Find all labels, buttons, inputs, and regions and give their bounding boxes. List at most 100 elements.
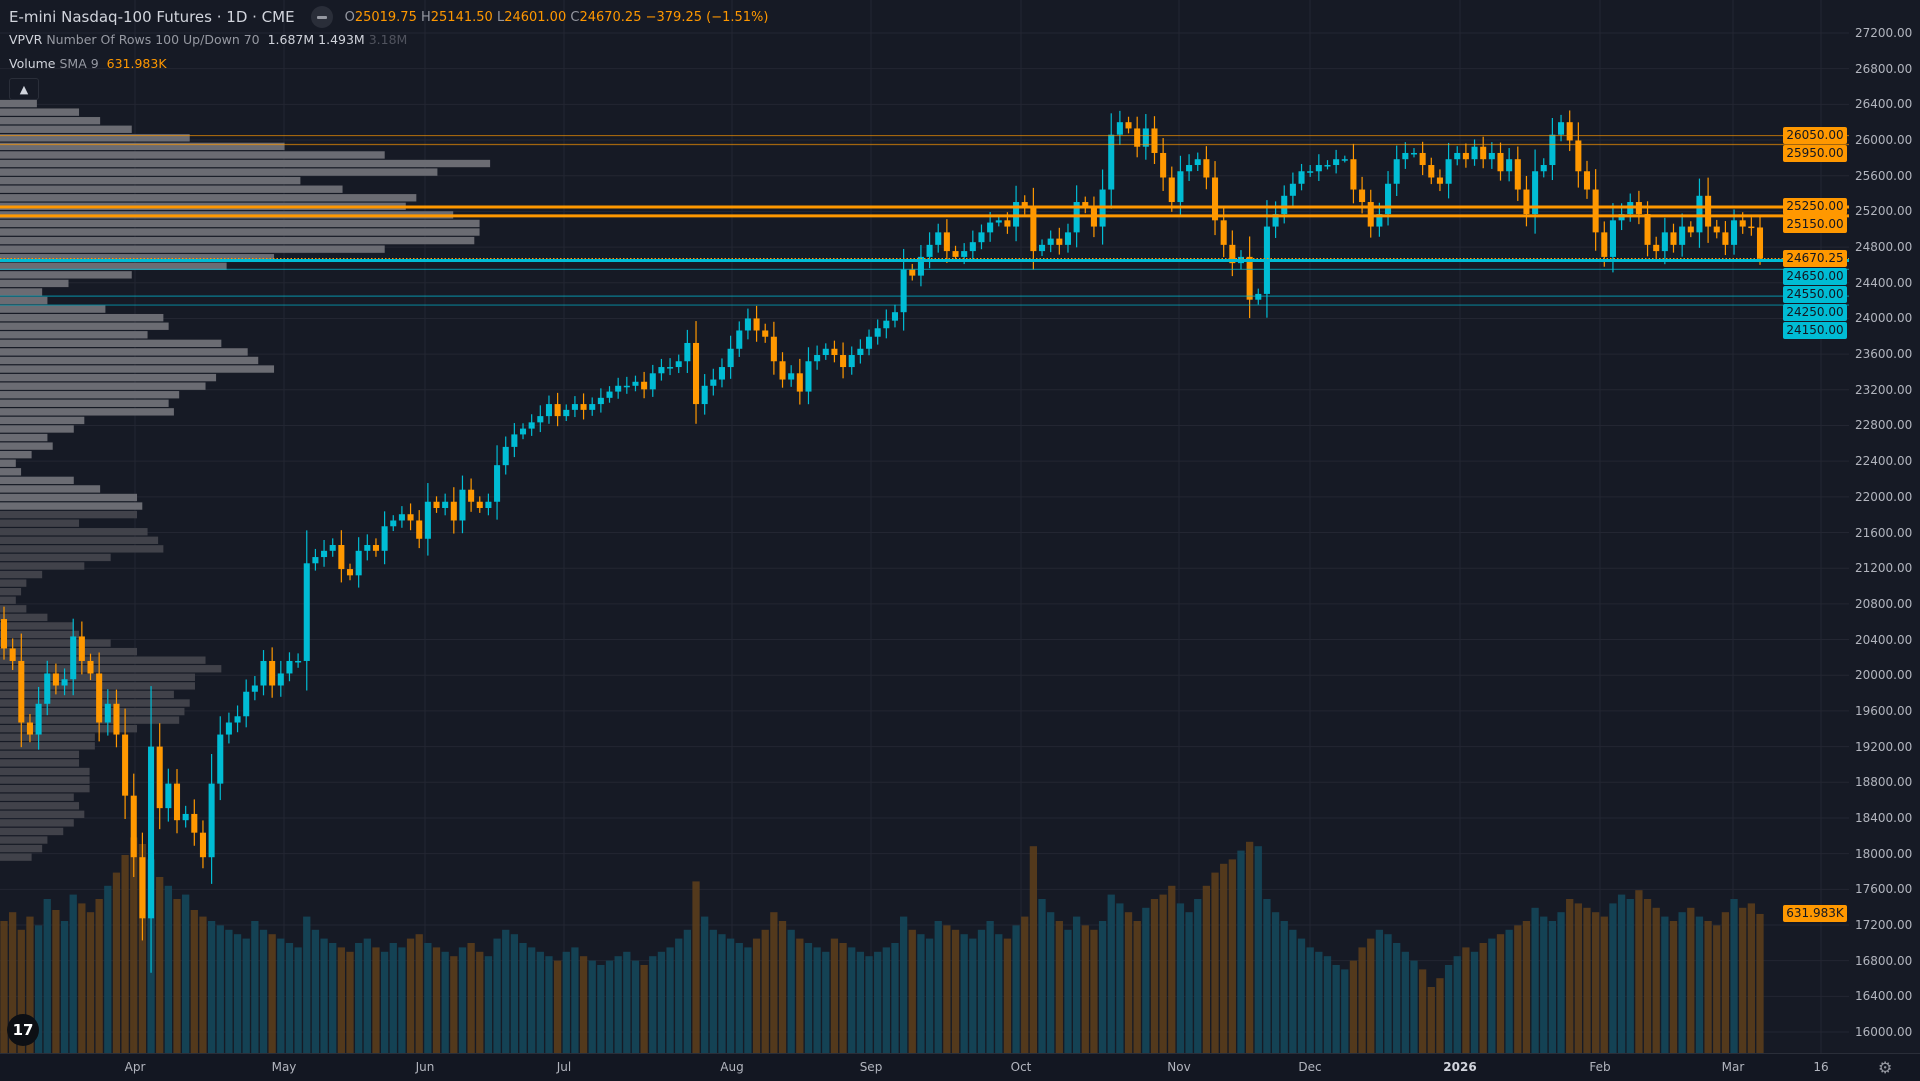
candle-body bbox=[416, 520, 423, 539]
candle-body bbox=[321, 550, 328, 558]
candle-body bbox=[1687, 226, 1694, 233]
candle-body bbox=[701, 385, 708, 405]
volume-bar bbox=[1375, 929, 1384, 1053]
price-tick-label: 20400.00 bbox=[1855, 632, 1913, 647]
vpvr-row bbox=[0, 348, 248, 356]
volume-bar bbox=[874, 951, 882, 1053]
time-tick-label: Aug bbox=[720, 1060, 744, 1074]
volume-bar bbox=[657, 951, 666, 1053]
candle-body bbox=[1229, 244, 1236, 264]
vpvr-row bbox=[0, 262, 227, 270]
chart-pane[interactable]: E-mini Nasdaq-100 Futures · 1D · CME O25… bbox=[0, 0, 1849, 1053]
candle-body bbox=[1168, 177, 1175, 203]
volume-bar bbox=[1064, 929, 1072, 1053]
level-price-badge[interactable]: 25250.00 bbox=[1783, 198, 1847, 216]
candle-body bbox=[234, 716, 241, 723]
volume-bar bbox=[675, 938, 683, 1053]
level-price-badge[interactable]: 24150.00 bbox=[1783, 322, 1847, 340]
chart-canvas[interactable] bbox=[0, 0, 1849, 1053]
price-tick-label: 25200.00 bbox=[1855, 204, 1913, 219]
volume-bar bbox=[424, 943, 432, 1053]
vpvr-row bbox=[0, 844, 43, 853]
candle-body bbox=[1047, 238, 1054, 245]
price-tick-label: 19200.00 bbox=[1855, 739, 1913, 754]
candle-body bbox=[277, 673, 284, 686]
candle-body bbox=[848, 355, 855, 368]
vpvr-row bbox=[0, 391, 180, 399]
volume-bar bbox=[1574, 903, 1582, 1053]
price-tick-label: 24800.00 bbox=[1855, 240, 1913, 255]
candle-body bbox=[1307, 171, 1314, 173]
level-price-badge[interactable]: 24650.00 bbox=[1783, 268, 1847, 286]
level-price-badge[interactable]: 24550.00 bbox=[1783, 286, 1847, 304]
candle-body bbox=[18, 660, 25, 723]
candle-body bbox=[1462, 152, 1469, 160]
time-tick-label: Jun bbox=[415, 1060, 435, 1074]
vpvr-legend[interactable]: VPVR Number Of Rows 100 Up/Down 70 1.687… bbox=[9, 32, 407, 47]
vpvr-row bbox=[0, 236, 475, 245]
volume-bar bbox=[1332, 965, 1340, 1053]
candle-body bbox=[355, 550, 362, 576]
collapse-legend-button[interactable]: ▲ bbox=[9, 78, 39, 100]
volume-bar bbox=[1072, 916, 1081, 1053]
time-axis[interactable]: ⚙ Apr May Jun Jul Aug Sep Oct Nov Dec 2026 Feb Mar 1… bbox=[0, 1053, 1920, 1081]
volume-legend[interactable]: Volume SMA 9 631.983K bbox=[9, 56, 167, 71]
volume-bar bbox=[623, 951, 631, 1053]
volume-bar bbox=[1289, 929, 1297, 1053]
high-label: H bbox=[420, 9, 431, 25]
volume-bar bbox=[1592, 912, 1600, 1053]
chevron-up-icon: ▲ bbox=[19, 82, 29, 96]
level-price-badge[interactable]: 25950.00 bbox=[1783, 145, 1847, 163]
candle-body bbox=[424, 501, 431, 539]
vpvr-row bbox=[0, 271, 132, 279]
candle-body bbox=[1194, 159, 1201, 166]
volume-bar bbox=[1713, 925, 1721, 1053]
level-price-badge[interactable]: 25150.00 bbox=[1783, 216, 1847, 234]
price-tick-label: 26000.00 bbox=[1855, 133, 1913, 148]
level-price-badge[interactable]: 26050.00 bbox=[1783, 127, 1847, 145]
vpvr-row bbox=[0, 279, 69, 288]
candle-body bbox=[649, 373, 656, 390]
volume-bar bbox=[536, 951, 544, 1053]
volume-bar bbox=[0, 921, 8, 1053]
price-axis[interactable]: 27200.00 26800.00 26400.00 26000.00 25600.00… bbox=[1849, 0, 1920, 1053]
candle-body bbox=[1558, 122, 1565, 135]
candle-body bbox=[1609, 220, 1616, 257]
volume-bar bbox=[398, 947, 406, 1053]
volume-bar bbox=[242, 938, 250, 1053]
last-price-badge[interactable]: 24670.25 bbox=[1783, 250, 1847, 268]
candle-body bbox=[1064, 232, 1072, 245]
volume-bar bbox=[735, 943, 743, 1053]
candle-body bbox=[191, 813, 198, 833]
time-tick-label: Feb bbox=[1589, 1060, 1611, 1074]
vpvr-row bbox=[0, 459, 16, 467]
volume-bar bbox=[380, 951, 389, 1053]
volume-bar bbox=[346, 951, 354, 1053]
vpvr-row bbox=[0, 562, 85, 570]
gear-icon[interactable]: ⚙ bbox=[1878, 1058, 1893, 1077]
candle-body bbox=[589, 404, 596, 410]
volume-bar bbox=[1254, 846, 1262, 1053]
vpvr-row bbox=[0, 622, 74, 630]
volume-bar bbox=[52, 910, 60, 1053]
vpvr-row bbox=[0, 245, 385, 253]
low-label: L bbox=[496, 9, 505, 25]
vpvr-row bbox=[0, 510, 138, 519]
candle-body bbox=[1177, 171, 1184, 203]
level-price-badge[interactable]: 24250.00 bbox=[1783, 304, 1847, 322]
volume-bar bbox=[804, 943, 813, 1053]
vpvr-row bbox=[0, 767, 90, 776]
vpvr-row bbox=[0, 382, 206, 390]
candle-body bbox=[779, 361, 786, 380]
vpvr-row bbox=[0, 151, 385, 159]
volume-bar bbox=[164, 885, 172, 1053]
symbol-title[interactable]: E-mini Nasdaq-100 Futures · 1D · CME bbox=[9, 8, 295, 26]
candle-body bbox=[814, 355, 821, 362]
volume-bar bbox=[1401, 951, 1409, 1053]
candle-body bbox=[831, 348, 838, 356]
minus-circle-icon[interactable] bbox=[310, 6, 333, 28]
tradingview-logo[interactable]: 17 bbox=[7, 1014, 39, 1046]
volume-bar bbox=[597, 965, 605, 1053]
volume-bar bbox=[1021, 916, 1029, 1053]
volume-bar bbox=[1678, 912, 1686, 1053]
